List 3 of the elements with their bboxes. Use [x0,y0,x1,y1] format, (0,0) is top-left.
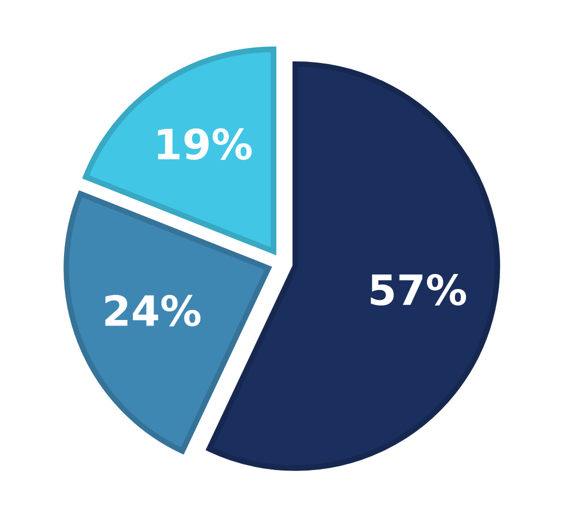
data-label: 19% [158,128,252,160]
data-label: 57% [370,274,466,306]
data-label: 24% [105,294,200,326]
